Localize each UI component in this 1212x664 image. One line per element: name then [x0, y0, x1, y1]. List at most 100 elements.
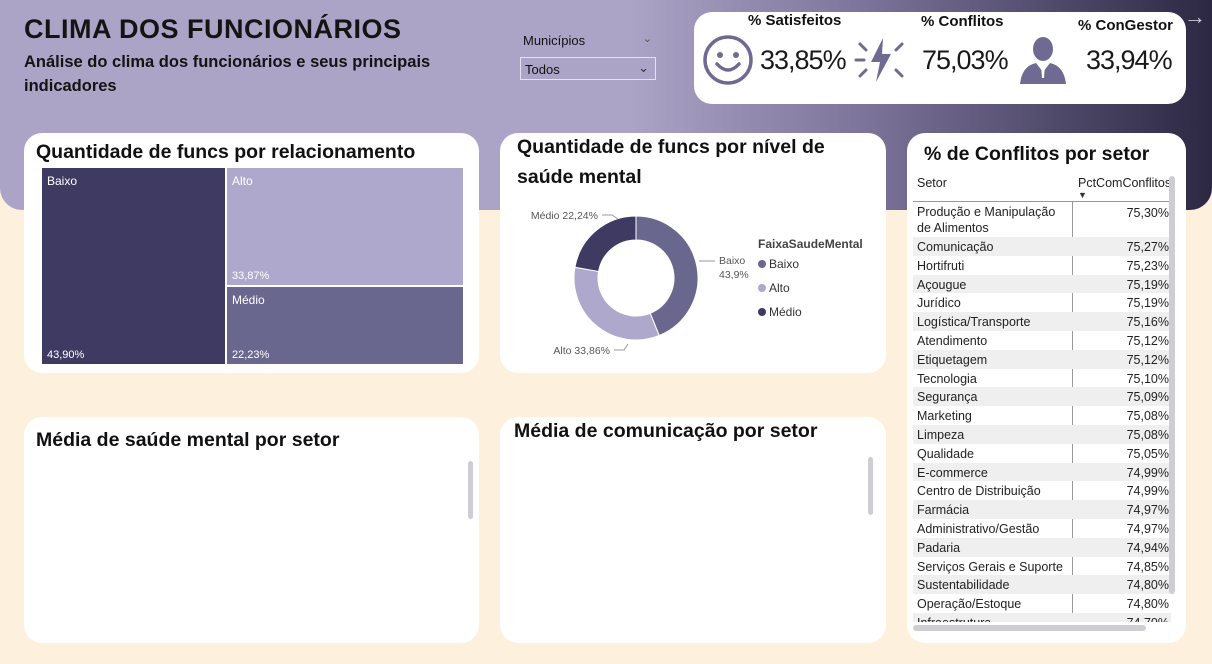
pct-cell: 74,97%	[1126, 522, 1169, 536]
municipios-dropdown[interactable]: Todos ⌄	[520, 57, 656, 80]
setor-cell: Tecnologia	[917, 371, 977, 386]
saude-setor-title: Média de saúde mental por setor	[36, 429, 340, 451]
table-row[interactable]: Açougue 75,19%	[913, 274, 1171, 294]
chevron-down-icon: ⌄	[638, 60, 649, 75]
pct-cell: 75,19%	[1126, 277, 1169, 292]
column-header-setor[interactable]: Setor	[917, 176, 947, 190]
donut-slice-baixo[interactable]	[635, 215, 699, 337]
slicer-label: Municípios	[523, 33, 586, 48]
pct-cell: 75,10%	[1126, 371, 1169, 386]
table-row[interactable]: Serviços Gerais e Suporte 74,85%	[913, 557, 1171, 576]
table-row[interactable]: Hortifruti 75,23%	[913, 256, 1171, 275]
setor-cell: Farmácia	[917, 503, 970, 518]
table-row[interactable]: Sustentabilidade 74,80%	[913, 575, 1171, 595]
donut-title-line2: saúde mental	[517, 166, 642, 188]
person-icon	[1020, 37, 1066, 84]
treemap-cell-medio[interactable]: Médio 22,23%	[227, 287, 463, 364]
donut-label-medio: Médio 22,24%	[531, 210, 598, 222]
table-row[interactable]: Atendimento 75,12%	[913, 331, 1171, 350]
table-row[interactable]: E-commerce 74,99%	[913, 462, 1171, 482]
pct-cell: 74,80%	[1126, 578, 1169, 593]
setor-cell: Padaria	[917, 540, 961, 555]
saude-scrollbar[interactable]	[468, 461, 473, 519]
table-row[interactable]: Etiquetagem 75,12%	[913, 349, 1171, 369]
table-column-divider	[1072, 201, 1073, 621]
setor-cell: Produção e Manipulação de Alimentos	[917, 205, 1056, 235]
comunicacao-scrollbar[interactable]	[868, 457, 873, 515]
kpi-conflitos-label: % Conflitos	[921, 13, 1004, 30]
smiley-face-icon	[703, 35, 753, 85]
setor-cell: Qualidade	[917, 446, 974, 461]
table-horizontal-scrollbar[interactable]	[913, 625, 1146, 631]
donut-slice-alto[interactable]	[573, 266, 660, 341]
table-row[interactable]: Produção e Manipulação de Alimentos 75,30…	[913, 203, 1171, 237]
table-row[interactable]: Segurança 75,09%	[913, 387, 1171, 407]
table-row[interactable]: Marketing 75,08%	[913, 406, 1171, 425]
kpi-congestor-label: % ConGestor	[1078, 17, 1174, 34]
table-row[interactable]: Qualidade 75,05%	[913, 444, 1171, 463]
legend-dot-icon	[758, 260, 766, 268]
pct-cell: 74,80%	[1126, 597, 1169, 612]
kpi-conflitos-value: 75,03%	[922, 45, 1009, 75]
arrow-right-icon[interactable]: →	[1184, 4, 1206, 29]
donut-legend-item-alto[interactable]: Alto	[758, 281, 790, 295]
table-row[interactable]: Centro de Distribuição 74,99%	[913, 481, 1171, 500]
donut-leader-alto	[614, 343, 629, 351]
table-row[interactable]: Farmácia 74,97%	[913, 500, 1171, 519]
donut-label-baixo-pct: 43,9%	[719, 269, 749, 281]
table-row[interactable]: Infraestrutura 74,70%	[913, 613, 1171, 622]
pct-cell: 75,05%	[1126, 446, 1169, 461]
pct-cell: 74,85%	[1126, 559, 1169, 574]
setor-cell: Administrativo/Gestão	[917, 522, 1040, 536]
setor-cell: Açougue	[917, 277, 967, 292]
table-vertical-scrollbar[interactable]	[1169, 176, 1175, 594]
legend-label: Baixo	[769, 257, 800, 271]
legend-label: Médio	[769, 305, 802, 319]
table-row[interactable]: Padaria 74,94%	[913, 537, 1171, 557]
table-row[interactable]: Logística/Transporte 75,16%	[913, 312, 1171, 331]
setor-cell: Logística/Transporte	[917, 315, 1031, 330]
municipios-slicer-header[interactable]: Municípios ⌄	[520, 31, 656, 49]
setor-cell: Sustentabilidade	[917, 578, 1010, 593]
comunicacao-setor-card: Média de comunicação por setor Sustentab…	[500, 417, 886, 643]
page-title: CLIMA DOS FUNCIONÁRIOS	[24, 14, 402, 44]
column-header-pct[interactable]: PctComConflitos	[1078, 176, 1170, 190]
setor-cell: Operação/Estoque	[917, 597, 1022, 612]
pct-cell: 74,99%	[1126, 484, 1169, 499]
legend-dot-icon	[758, 308, 766, 316]
table-row[interactable]: Administrativo/Gestão 74,97%	[913, 519, 1171, 538]
donut-slice-médio[interactable]	[574, 215, 637, 273]
pct-cell: 75,08%	[1126, 428, 1169, 442]
table-row[interactable]: Operação/Estoque 74,80%	[913, 594, 1171, 613]
kpi-congestor-value: 33,94%	[1086, 45, 1173, 75]
sort-desc-icon[interactable]: ▼	[1078, 190, 1087, 200]
setor-cell: Atendimento	[917, 334, 988, 348]
treemap-card: Quantidade de funcs por relacionamento B…	[24, 133, 479, 373]
table-row[interactable]: Jurídico 75,19%	[913, 293, 1171, 312]
pct-cell: 74,99%	[1126, 465, 1169, 480]
pct-cell: 75,16%	[1126, 315, 1169, 330]
donut-legend-title: FaixaSaudeMental	[758, 237, 863, 251]
table-row[interactable]: Comunicação 75,27%	[913, 237, 1171, 256]
donut-title-line1: Quantidade de funcs por nível de	[517, 136, 825, 158]
kpi-satisfeitos-value: 33,85%	[760, 45, 847, 75]
chevron-down-icon[interactable]: ⌄	[642, 33, 652, 45]
pct-cell: 75,12%	[1126, 352, 1169, 367]
donut-leader-medio	[602, 214, 619, 220]
setor-cell: Segurança	[917, 390, 978, 405]
donut-legend-item-baixo[interactable]: Baixo	[758, 257, 799, 271]
pct-cell: 74,70%	[1127, 616, 1169, 622]
setor-cell: Limpeza	[917, 428, 965, 442]
pct-cell: 75,23%	[1126, 258, 1169, 273]
table-row[interactable]: Tecnologia 75,10%	[913, 369, 1171, 388]
donut-label-alto: Alto 33,86%	[553, 345, 610, 357]
legend-dot-icon	[758, 284, 766, 292]
legend-label: Alto	[769, 281, 790, 295]
setor-cell: Marketing	[917, 409, 972, 424]
donut-legend-item-médio[interactable]: Médio	[758, 305, 802, 319]
pct-cell: 75,19%	[1126, 296, 1169, 311]
treemap-cell-baixo[interactable]: Baixo 43,90%	[42, 168, 225, 364]
table-row[interactable]: Limpeza 75,08%	[913, 425, 1171, 444]
donut-label-baixo-name: Baixo	[719, 255, 745, 267]
treemap-cell-alto[interactable]: Alto 33,87%	[227, 168, 463, 285]
